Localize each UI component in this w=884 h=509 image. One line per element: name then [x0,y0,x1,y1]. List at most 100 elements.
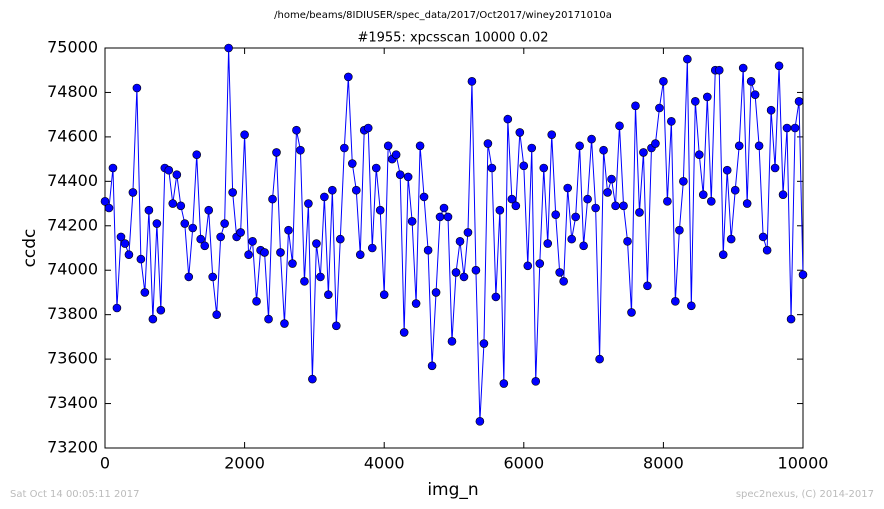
data-point [383,141,393,151]
data-point [663,197,672,206]
y-tick-label: 74600 [47,126,98,145]
data-point [690,97,700,106]
data-point [722,165,732,175]
data-point [375,205,385,215]
data-point [659,77,668,86]
data-point [280,319,289,328]
data-point [750,90,760,99]
data-point [240,130,249,139]
data-point [615,121,624,131]
data-point [551,210,560,219]
data-point [726,234,736,244]
data-point [786,314,796,324]
data-point [587,134,596,144]
data-point [395,170,405,179]
data-point [503,114,513,124]
data-point [774,61,784,71]
data-point [407,217,417,226]
data-point [419,192,429,202]
data-point [758,232,768,242]
data-point [455,237,465,246]
data-point [108,163,118,173]
data-point [798,270,808,279]
data-point [698,190,708,199]
data-point [738,63,748,73]
data-point [272,148,281,157]
data-point [168,199,178,208]
data-point [320,192,329,202]
data-point [148,314,158,324]
data-point [284,225,293,235]
data-point [379,290,389,299]
data-point [204,205,214,215]
data-point [611,201,620,211]
x-tick-label: 6000 [503,454,544,473]
data-point [196,234,205,244]
data-point [671,297,680,306]
data-point [300,277,309,286]
data-point [583,194,592,204]
data-point [531,377,541,386]
data-point [208,272,218,282]
data-point [627,308,636,317]
data-point [790,123,800,133]
data-point [180,219,190,228]
data-point [439,203,449,213]
data-point [447,337,457,346]
data-point [730,185,740,195]
data-point [635,208,644,217]
data-point [475,417,485,426]
data-point [794,97,804,106]
y-tick-label: 74200 [47,215,98,234]
y-tick-label: 73400 [47,393,98,412]
data-point [332,321,341,331]
data-point [351,185,361,195]
data-point [371,163,381,173]
data-point [152,219,162,228]
data-point [559,277,568,286]
data-point [132,83,142,93]
data-point [292,125,301,135]
data-point [487,163,497,173]
data-point [770,163,780,173]
data-point [212,310,221,319]
data-point [762,245,772,255]
data-point [423,245,433,255]
data-point [188,223,198,233]
data-point [718,250,728,259]
data-point [483,139,493,148]
data-point [176,201,186,211]
data-point [200,241,210,251]
data-point [619,201,628,211]
x-tick-label: 8000 [643,454,684,473]
data-point [244,250,253,259]
data-point [539,163,549,173]
data-point [355,250,365,259]
data-point [403,172,413,182]
x-tick-label: 10000 [778,454,829,473]
data-point [515,128,525,137]
data-point [216,232,225,242]
y-tick-label: 74000 [47,260,98,279]
data-point [276,248,285,257]
data-point [754,141,764,151]
data-point [467,77,477,86]
footer-left: Sat Oct 14 00:05:11 2017 [10,489,140,500]
data-point [340,143,349,153]
data-point [567,234,576,244]
y-tick-label: 74800 [47,82,98,101]
data-point [683,54,692,64]
data-point [264,314,273,324]
data-point [555,268,564,277]
data-point [164,165,174,175]
data-point [128,188,138,197]
data-point [348,159,357,168]
data-point [459,272,469,282]
data-point [363,123,373,133]
data-point [734,141,744,151]
data-point [124,250,134,259]
data-point [495,205,505,215]
data-point [100,197,110,206]
data-point [675,225,684,235]
